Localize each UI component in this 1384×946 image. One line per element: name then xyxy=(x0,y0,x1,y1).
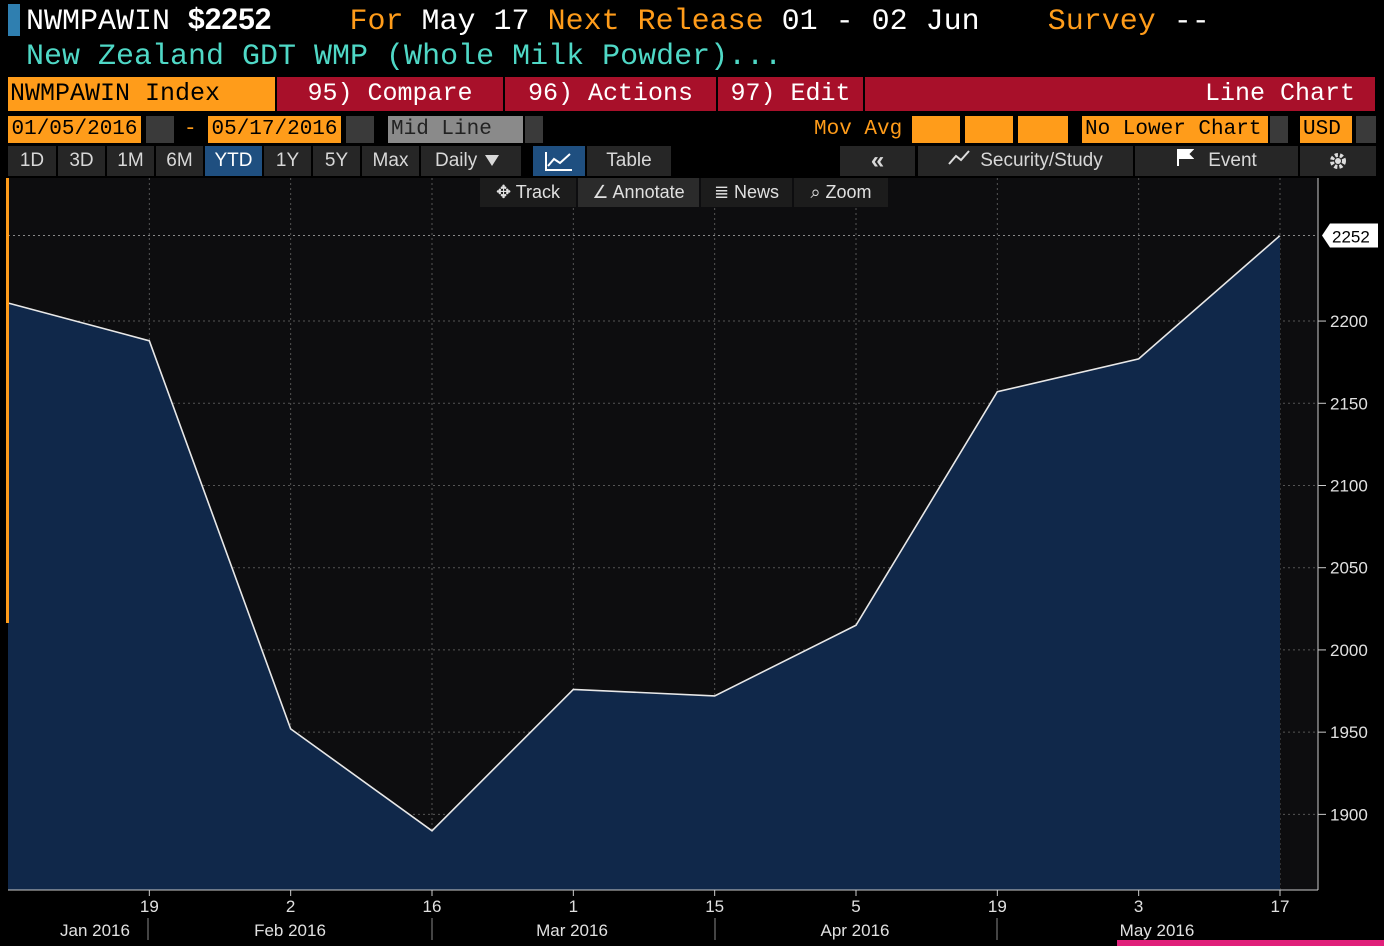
period-button[interactable]: 1D xyxy=(8,146,56,176)
chart-icon xyxy=(545,152,572,171)
security-field[interactable]: NWMPAWIN Index xyxy=(8,77,275,111)
toolbar xyxy=(277,77,1375,111)
gear-icon xyxy=(1330,153,1346,169)
ticker: NWMPAWIN xyxy=(26,5,171,39)
range-marker xyxy=(6,178,9,623)
table-button[interactable]: Table xyxy=(587,146,671,176)
line xyxy=(7,234,1281,832)
currency[interactable]: USD xyxy=(1300,116,1352,143)
header-line: NWMPAWIN $2252 For May 17 Next Release 0… xyxy=(26,0,1210,42)
frequency: Daily xyxy=(435,150,478,171)
x-tick-label: 5 xyxy=(851,897,860,916)
collapse-button[interactable]: « xyxy=(840,146,915,176)
subtitle: New Zealand GDT WMP (Whole Milk Powder).… xyxy=(26,40,783,74)
price: $2252 xyxy=(188,3,272,36)
y-tick-label: 2100 xyxy=(1330,476,1368,495)
actions-button[interactable]: 96) Actions xyxy=(505,77,718,111)
dropdown[interactable] xyxy=(525,116,543,143)
survey-label: Survey xyxy=(1047,5,1156,39)
x-tick-label: 17 xyxy=(1271,897,1290,916)
area xyxy=(8,235,1280,891)
calendar-icon[interactable] xyxy=(146,116,174,143)
y-tick-label: 2050 xyxy=(1330,559,1368,578)
lower-chart[interactable]: No Lower Chart xyxy=(1082,116,1268,143)
zoom-tool[interactable]: ⌕ Zoom xyxy=(794,178,888,207)
for-label: For xyxy=(349,5,404,39)
flag-icon xyxy=(1177,149,1195,166)
edit-button[interactable]: 97) Edit xyxy=(718,77,865,111)
last-value-label: 2252 xyxy=(1332,228,1370,247)
month-label: Mar 2016 xyxy=(536,921,608,940)
period-button[interactable]: Max xyxy=(362,146,419,176)
annotate-tool[interactable]: ∠ Annotate xyxy=(578,178,699,207)
period-button-active[interactable]: YTD xyxy=(205,146,262,176)
x-tick-label: 3 xyxy=(1134,897,1143,916)
dropdown-arrow xyxy=(485,155,500,166)
month-label: Jan 2016 xyxy=(60,921,130,940)
news: News xyxy=(734,182,780,202)
price-field[interactable]: Mid Line xyxy=(388,116,523,143)
end-date[interactable]: 05/17/2016 xyxy=(208,116,341,143)
x-tick-label: 16 xyxy=(423,897,442,916)
period-button[interactable]: 1M xyxy=(107,146,154,176)
line-chart-icon[interactable] xyxy=(533,146,585,176)
zoom: Zoom xyxy=(825,182,872,202)
security-study: Security/Study xyxy=(980,150,1103,171)
annotate: Annotate xyxy=(612,182,685,202)
y-tick-label: 2000 xyxy=(1330,641,1368,660)
next-release-label: Next Release xyxy=(547,5,764,39)
track: Track xyxy=(515,182,561,202)
event-button[interactable]: Event xyxy=(1135,146,1298,176)
x-tick-label: 15 xyxy=(705,897,724,916)
mov-avg-field[interactable] xyxy=(965,116,1013,143)
period-button[interactable]: 6M xyxy=(156,146,203,176)
ticker-marker xyxy=(8,4,20,36)
event: Event xyxy=(1208,150,1257,171)
y-tick-label: 2150 xyxy=(1330,394,1368,413)
period-button[interactable]: 5Y xyxy=(313,146,360,176)
y-tick-label: 1900 xyxy=(1330,805,1368,824)
mov-avg-field[interactable] xyxy=(912,116,960,143)
mov-avg-label: Mov Avg xyxy=(814,118,903,141)
chart-type[interactable]: Line Chart xyxy=(1204,79,1355,108)
settings-button[interactable] xyxy=(1300,146,1376,176)
month-label: May 2016 xyxy=(1120,921,1195,940)
period-button[interactable]: 1Y xyxy=(264,146,311,176)
period-button[interactable]: 3D xyxy=(58,146,105,176)
security-study-button[interactable]: Security/Study xyxy=(918,146,1133,176)
start-date[interactable]: 01/05/2016 xyxy=(8,116,141,143)
month-label: Apr 2016 xyxy=(821,921,890,940)
news-tool[interactable]: ≣ News xyxy=(701,178,792,207)
study-icon xyxy=(948,150,970,165)
dropdown[interactable] xyxy=(1270,116,1288,143)
y-tick-label: 2200 xyxy=(1330,312,1368,331)
status-bar xyxy=(1117,940,1384,946)
last-value-tag xyxy=(1322,223,1378,248)
for-date: May 17 xyxy=(421,5,530,39)
x-tick-label: 2 xyxy=(286,897,295,916)
track-tool[interactable]: ✥ Track xyxy=(480,178,576,207)
x-tick-label: 19 xyxy=(988,897,1007,916)
survey: -- xyxy=(1173,5,1210,39)
x-tick-label: 19 xyxy=(140,897,159,916)
frequency-button[interactable]: Daily xyxy=(421,146,521,176)
month-label: Feb 2016 xyxy=(254,921,326,940)
x-tick-label: 1 xyxy=(569,897,578,916)
calendar-icon[interactable] xyxy=(346,116,374,143)
dropdown[interactable] xyxy=(1356,116,1376,143)
mov-avg-field[interactable] xyxy=(1018,116,1068,143)
date-separator: - xyxy=(184,118,197,141)
y-tick-label: 1950 xyxy=(1330,723,1368,742)
compare-button[interactable]: 95) Compare xyxy=(277,77,505,111)
next-release: 01 - 02 Jun xyxy=(781,5,980,39)
